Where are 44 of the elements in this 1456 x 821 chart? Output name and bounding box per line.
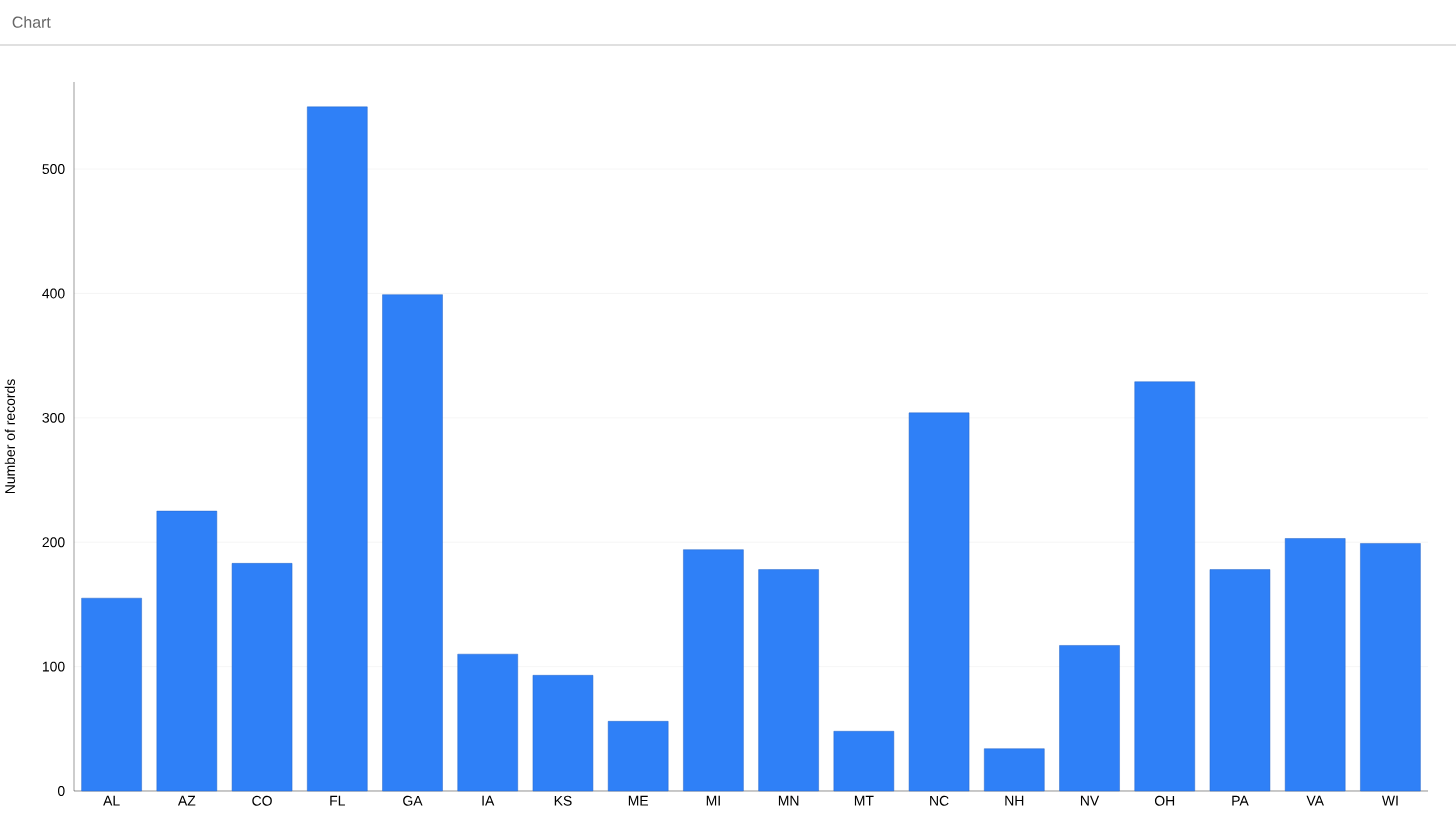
- x-tick-label: MT: [854, 795, 874, 806]
- x-tick-label: FL: [330, 795, 345, 806]
- y-tick-label: 400: [42, 288, 65, 299]
- y-tick-label: 300: [42, 412, 65, 423]
- bar: [457, 653, 518, 792]
- bar: [1284, 538, 1346, 792]
- bar: [81, 597, 142, 792]
- bar: [1059, 645, 1120, 792]
- chart-title: Chart: [12, 16, 51, 28]
- y-axis-title: Number of records: [4, 379, 16, 494]
- x-tick-label: AZ: [177, 795, 196, 806]
- bar: [532, 675, 594, 792]
- x-tick-label: NV: [1080, 795, 1100, 806]
- x-tick-label: NH: [1005, 795, 1024, 806]
- bar: [307, 106, 368, 792]
- x-tick-label: NC: [930, 795, 949, 806]
- bar: [156, 510, 218, 792]
- bar: [382, 294, 443, 792]
- y-tick-label: 200: [42, 537, 65, 548]
- x-tick-label: MN: [778, 795, 799, 806]
- x-tick-label: PA: [1232, 795, 1249, 806]
- bar: [758, 569, 819, 792]
- bar: [231, 563, 293, 792]
- x-tick-label: IA: [482, 795, 495, 806]
- y-tick-label: 100: [42, 661, 65, 672]
- x-tick-label: VA: [1306, 795, 1324, 806]
- x-tick-label: MI: [706, 795, 720, 806]
- bar: [908, 412, 970, 792]
- y-tick-label: 500: [42, 164, 65, 174]
- x-tick-label: OH: [1154, 795, 1175, 806]
- y-tick-label: 0: [57, 786, 65, 796]
- x-tick-label: AL: [103, 795, 120, 806]
- x-tick-label: ME: [628, 795, 649, 806]
- bar: [984, 748, 1045, 792]
- bar: [683, 549, 744, 792]
- x-tick-label: WI: [1381, 795, 1398, 806]
- bar: [1209, 569, 1271, 792]
- bar: [1360, 543, 1421, 792]
- x-tick-label: KS: [554, 795, 572, 806]
- x-tick-label: GA: [403, 795, 423, 806]
- bar: [833, 731, 895, 792]
- bar: [1134, 381, 1195, 792]
- bar: [607, 721, 669, 792]
- x-tick-label: CO: [252, 795, 272, 806]
